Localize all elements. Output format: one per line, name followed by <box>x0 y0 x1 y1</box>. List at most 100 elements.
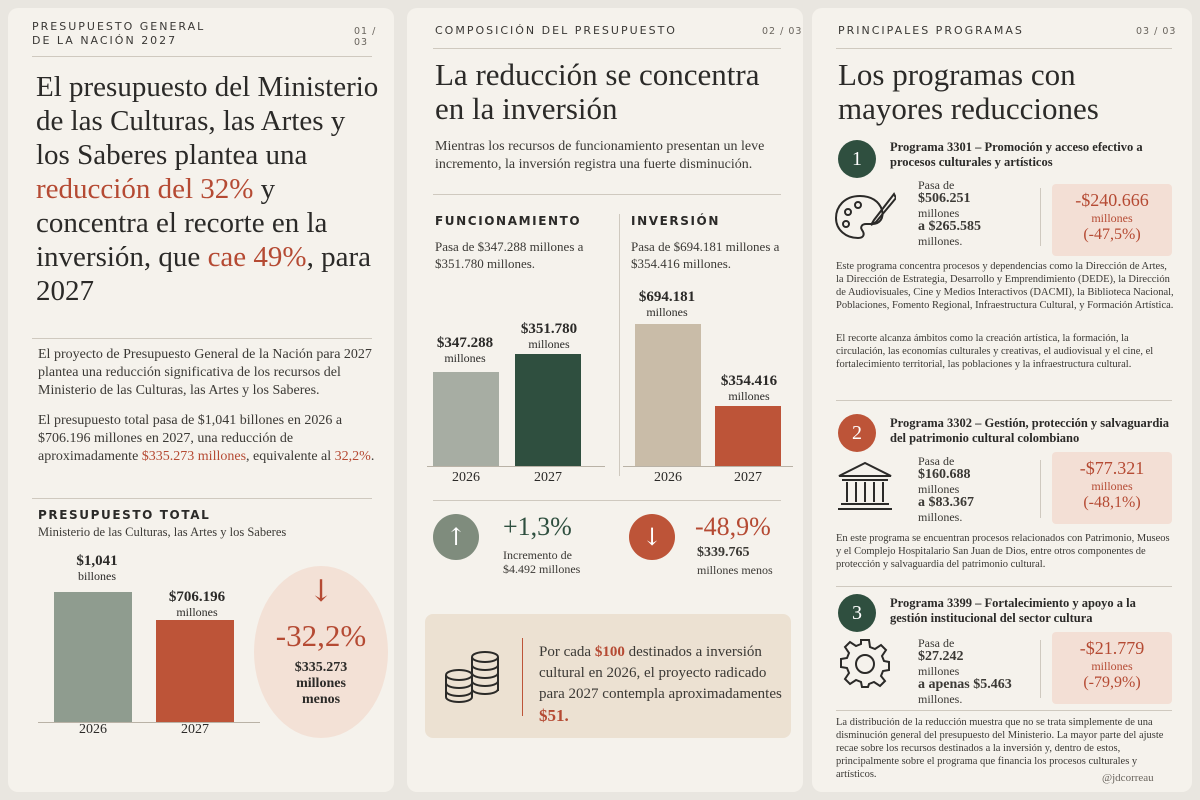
divider <box>32 498 372 499</box>
divider <box>433 194 781 195</box>
bar-2027 <box>156 620 234 722</box>
func-percent: +1,3% <box>503 512 572 541</box>
value: $351.780 <box>520 321 578 337</box>
kicker: PRINCIPALES PROGRAMAS <box>838 24 1024 37</box>
value: $160.688 <box>918 467 971 482</box>
bar-inv-2027 <box>715 406 781 466</box>
column-divider <box>1040 460 1041 518</box>
baseline <box>623 466 793 467</box>
year-label: 2026 <box>654 470 682 485</box>
text-highlight: $51. <box>539 706 569 725</box>
program-title: Programa 3301 – Promoción y acceso efect… <box>890 140 1143 169</box>
text: El presupuesto total pasa de $1,041 bill… <box>38 413 343 464</box>
bar-value-label: $706.196 millones <box>152 589 242 620</box>
value: $694.181 <box>638 289 696 305</box>
value: $27.242 <box>918 649 964 664</box>
unit: millones. <box>918 692 963 706</box>
delta-percent: (-47,5%) <box>1083 226 1141 243</box>
divider <box>32 56 372 57</box>
text: Pasa de <box>918 636 955 650</box>
divider <box>836 400 1172 401</box>
page-number: 02 / 03 <box>762 26 803 37</box>
unit: millones <box>918 482 960 496</box>
value: $335.273 <box>294 660 348 675</box>
bar-value-label: $351.780 millones <box>513 321 585 352</box>
inv-delta: $339.765 <box>697 545 750 560</box>
program-delta-box: -$21.779 millones (-79,9%) <box>1052 632 1172 704</box>
bar-value-label: $347.288 millones <box>429 335 501 366</box>
reduction-badge: ↓ -32,2% $335.273 millones menos <box>254 566 388 738</box>
title-part: , para 2027 <box>36 241 371 307</box>
inversion-desc: Pasa de $694.181 millones a $354.416 mil… <box>631 239 780 271</box>
column-divider <box>1040 640 1041 698</box>
callout-text: Por cada $100 destinados a inversión cul… <box>539 642 785 728</box>
year-label: 2027 <box>181 722 209 737</box>
program-from: Pasa de $506.251 millones a $265.585 mil… <box>918 178 981 248</box>
unit: millones. <box>918 510 963 524</box>
value: $1,041 <box>76 553 118 569</box>
program-number-badge: 3 <box>838 594 876 632</box>
panel-composicion: COMPOSICIÓN DEL PRESUPUESTO 02 / 03 La r… <box>407 8 803 792</box>
unit: millones <box>646 305 688 319</box>
reduction-amount: $335.273 millones menos <box>254 660 388 708</box>
title-highlight: cae 49% <box>207 241 307 273</box>
divider <box>433 500 781 501</box>
callout-box: Por cada $100 destinados a inversión cul… <box>425 614 791 738</box>
unit: millones <box>444 351 486 365</box>
program-description: En este programa se encuentran procesos … <box>836 533 1170 570</box>
bar-func-2026 <box>433 372 499 466</box>
page-title: Los programas con mayores reducciones <box>838 57 1099 126</box>
delta-value: -$240.666 <box>1075 190 1149 210</box>
delta-value: -$21.779 <box>1079 638 1145 658</box>
baseline <box>38 722 260 723</box>
value: $506.251 <box>918 191 971 206</box>
bar-inv-2026 <box>635 324 701 466</box>
chart-subtitle: Ministerio de las Culturas, las Artes y … <box>38 525 287 539</box>
text: Pasa de <box>918 454 955 468</box>
column-divider <box>619 214 620 476</box>
text-highlight: 32,2% <box>334 449 371 464</box>
title-part: El presupuesto del Ministerio de las Cul… <box>36 71 379 171</box>
page-title: El presupuesto del Ministerio de las Cul… <box>36 70 386 308</box>
unit: millones <box>296 676 346 691</box>
inv-note: millones menos <box>697 563 773 577</box>
footer-text: La distribución de la reducción muestra … <box>836 717 1164 780</box>
arrow-down-icon: ↓ <box>629 514 675 560</box>
unit: millones. <box>918 234 963 248</box>
program-number-badge: 1 <box>838 140 876 178</box>
year-label: 2026 <box>79 722 107 737</box>
kicker-line-2: DE LA NACIÓN 2027 <box>32 34 178 47</box>
program-title: Programa 3399 – Fortalecimiento y apoyo … <box>890 596 1136 625</box>
title-part: y concentra el recorte en la inversión, … <box>36 173 328 273</box>
inv-percent: -48,9% <box>695 512 771 541</box>
palette-icon <box>834 192 896 240</box>
text: , equivalente al <box>246 449 335 464</box>
program-description: Este programa concentra procesos y depen… <box>836 261 1174 311</box>
value: $354.416 <box>720 373 778 389</box>
text: Pasa de <box>918 178 955 192</box>
bar-value-label: $354.416 millones <box>713 373 785 404</box>
coins-icon <box>445 651 499 703</box>
bar-value-label: $694.181 millones <box>631 289 703 320</box>
program-number-badge: 2 <box>838 414 876 452</box>
baseline <box>427 466 605 467</box>
callout-divider <box>522 638 523 716</box>
intro-paragraph: Mientras los recursos de funcionamiento … <box>435 139 765 172</box>
page-number: 03 / 03 <box>1136 26 1177 37</box>
intro-paragraph: El proyecto de Presupuesto General de la… <box>38 347 372 398</box>
reduction-percent: -32,2% <box>275 618 367 653</box>
value: $706.196 <box>168 589 226 605</box>
value: a $265.585 <box>918 219 981 234</box>
title-highlight: reducción del 32% <box>36 173 254 205</box>
kicker-line-1: PRESUPUESTO GENERAL <box>32 20 206 33</box>
unit: millones <box>528 337 570 351</box>
divider <box>836 586 1172 587</box>
year-label: 2027 <box>534 470 562 485</box>
delta-unit: millones <box>1091 659 1133 673</box>
text: destinados a inversión cultural en 2026,… <box>539 644 782 702</box>
divider <box>433 48 781 49</box>
unit: billones <box>78 569 116 583</box>
unit: millones <box>728 389 770 403</box>
value: $347.288 <box>436 335 494 351</box>
text-highlight: $100 <box>594 644 625 660</box>
